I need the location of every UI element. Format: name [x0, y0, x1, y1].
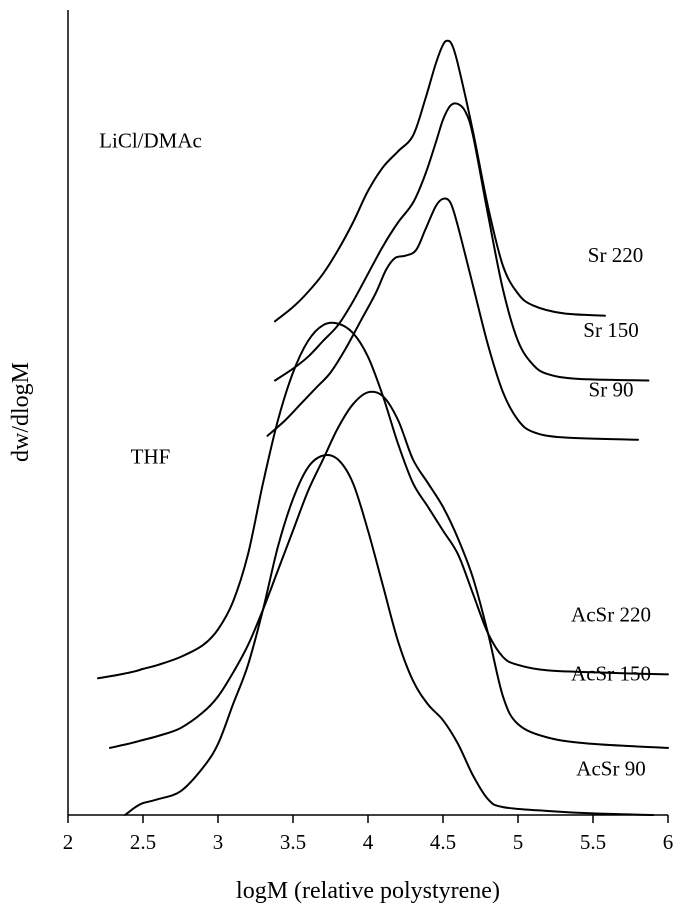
curve-acsr-150 — [109, 390, 669, 749]
label-acsr-220: AcSr 220 — [571, 602, 651, 626]
x-axis-title: logM (relative polystyrene) — [236, 878, 500, 904]
label-acsr-150: AcSr 150 — [571, 662, 651, 686]
y-axis-title: dw/dlogM — [8, 362, 34, 462]
group-label-licl-dmac: LiCl/DMAc — [99, 128, 202, 152]
x-tick-label: 2 — [63, 830, 74, 854]
curve-sr-150 — [274, 102, 650, 382]
x-tick-label: 6 — [663, 830, 674, 854]
x-tick-label: 4.5 — [430, 830, 456, 854]
x-tick-label: 4 — [363, 830, 374, 854]
x-tick-label: 3 — [213, 830, 224, 854]
curve-acsr-90 — [124, 453, 654, 816]
label-sr-220: Sr 220 — [588, 243, 643, 267]
x-tick-label: 3.5 — [280, 830, 306, 854]
label-sr-90: Sr 90 — [589, 377, 634, 401]
series-labels: Sr 220 Sr 150 Sr 90 AcSr 220 AcSr 150 AcSr 90 — [571, 243, 651, 781]
x-tick-label: 5 — [513, 830, 524, 854]
label-acsr-90: AcSr 90 — [576, 757, 645, 781]
series-curves — [97, 39, 669, 816]
group-label-thf: THF — [131, 444, 171, 468]
curve-sr-220 — [274, 39, 606, 323]
curve-sr-90 — [266, 197, 639, 441]
x-tick-label: 2.5 — [130, 830, 156, 854]
solvent-labels: LiCl/DMAc THF — [99, 128, 202, 468]
label-sr-150: Sr 150 — [583, 318, 638, 342]
x-ticks: 2 2.5 3 3.5 4 4.5 5 5.5 6 — [63, 815, 674, 854]
x-tick-label: 5.5 — [580, 830, 606, 854]
